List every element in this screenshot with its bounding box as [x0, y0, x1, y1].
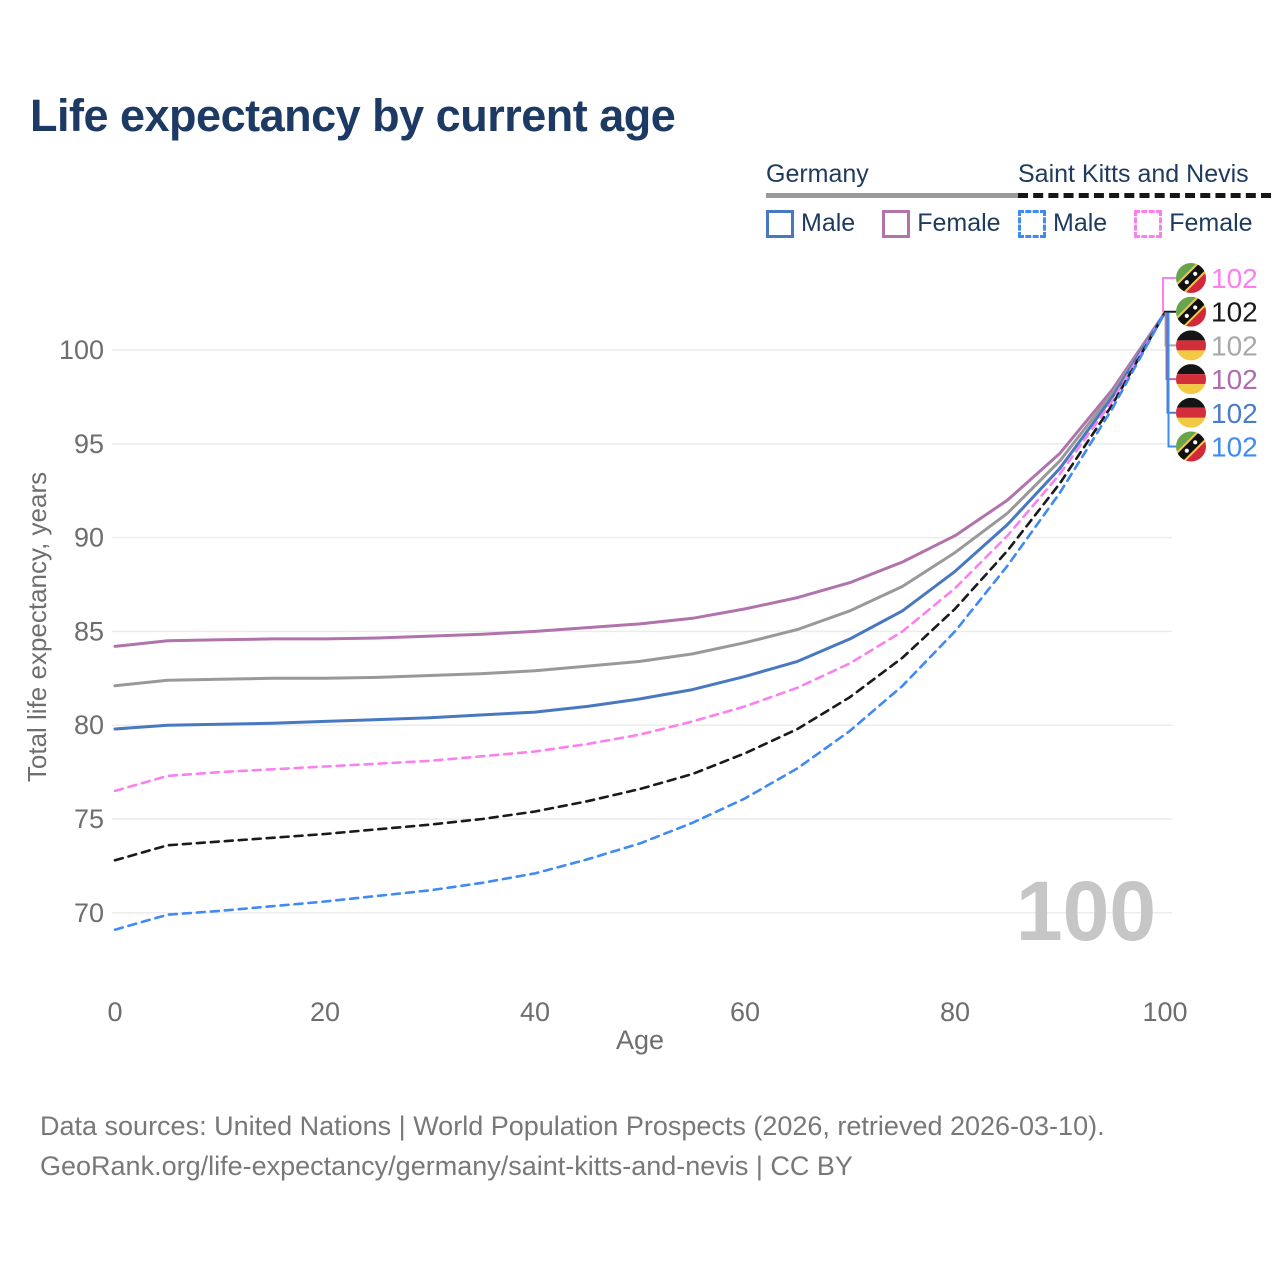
legend-item-skn-male[interactable]: Male	[1018, 209, 1107, 238]
x-tick-label: 0	[107, 997, 122, 1027]
y-tick-label: 90	[74, 523, 104, 553]
x-tick-label: 60	[730, 997, 760, 1027]
legend-item-germany-male[interactable]: Male	[766, 209, 855, 238]
y-tick-label: 95	[74, 429, 104, 459]
legend-item-label: Female	[1169, 209, 1253, 237]
series-line-saint-kitts-and-nevis-female	[113, 311, 1167, 793]
end-label-value: 102	[1211, 330, 1258, 361]
end-label-value: 102	[1211, 297, 1258, 328]
legend-germany-line-sample	[766, 193, 1019, 198]
series-line-saint-kitts-and-nevis-both	[113, 311, 1167, 862]
end-label-value: 102	[1211, 398, 1258, 429]
end-label-value: 102	[1211, 263, 1258, 294]
legend-skn-title[interactable]: Saint Kitts and Nevis	[1018, 160, 1249, 188]
source-line-2: GeoRank.org/life-expectancy/germany/sain…	[40, 1151, 853, 1181]
end-label-value: 102	[1211, 364, 1258, 395]
y-tick-label: 75	[74, 804, 104, 834]
series-line-saint-kitts-and-nevis-male	[113, 311, 1167, 932]
germany-female-swatch-icon	[882, 209, 911, 238]
source-line-1: Data sources: United Nations | World Pop…	[40, 1111, 1105, 1141]
y-tick-label: 85	[74, 616, 104, 646]
y-axis-title: Total life expectancy, years	[22, 472, 52, 782]
legend-item-skn-female[interactable]: Female	[1134, 209, 1253, 238]
end-label-leader	[1167, 312, 1176, 448]
series-line-germany-both	[113, 311, 1167, 688]
hover-age-watermark: 100	[1016, 864, 1156, 958]
x-tick-label: 40	[520, 997, 550, 1027]
y-tick-label: 70	[74, 898, 104, 928]
legend-group-saint-kitts-and-nevis: Saint Kitts and Nevis Male Female	[1018, 160, 1271, 238]
germany-flag-icon	[1176, 330, 1206, 361]
x-tick-label: 20	[310, 997, 340, 1027]
legend-germany-title[interactable]: Germany	[766, 160, 869, 188]
saint-kitts-and-nevis-flag-icon	[1176, 263, 1206, 293]
page-title: Life expectancy by current age	[30, 90, 676, 141]
skn-female-swatch-icon	[1134, 209, 1163, 238]
germany-male-swatch-icon	[766, 209, 794, 238]
saint-kitts-and-nevis-flag-icon	[1176, 431, 1206, 462]
x-tick-label: 100	[1142, 997, 1187, 1027]
end-label-leader	[1164, 310, 1176, 313]
germany-flag-icon	[1176, 364, 1206, 395]
legend-skn-line-sample	[1018, 193, 1271, 198]
legend-item-germany-female[interactable]: Female	[882, 209, 1001, 238]
legend-item-label: Male	[801, 209, 856, 237]
x-axis-title: Age	[616, 1025, 664, 1055]
y-tick-label: 100	[59, 335, 104, 365]
end-label-value: 102	[1211, 432, 1258, 463]
legend-item-label: Female	[917, 209, 1001, 237]
germany-flag-icon	[1176, 397, 1206, 428]
legend-item-label: Male	[1053, 209, 1108, 237]
series-line-germany-female	[113, 311, 1167, 648]
x-tick-label: 80	[940, 997, 970, 1027]
legend-group-germany: Germany Male Female	[766, 160, 1019, 238]
series-line-germany-male	[113, 311, 1167, 731]
skn-male-swatch-icon	[1018, 209, 1046, 238]
source-note: Data sources: United Nations | World Pop…	[40, 1106, 1105, 1186]
y-tick-label: 80	[74, 710, 104, 740]
end-label-leader	[1162, 277, 1176, 313]
saint-kitts-and-nevis-flag-icon	[1176, 296, 1206, 327]
